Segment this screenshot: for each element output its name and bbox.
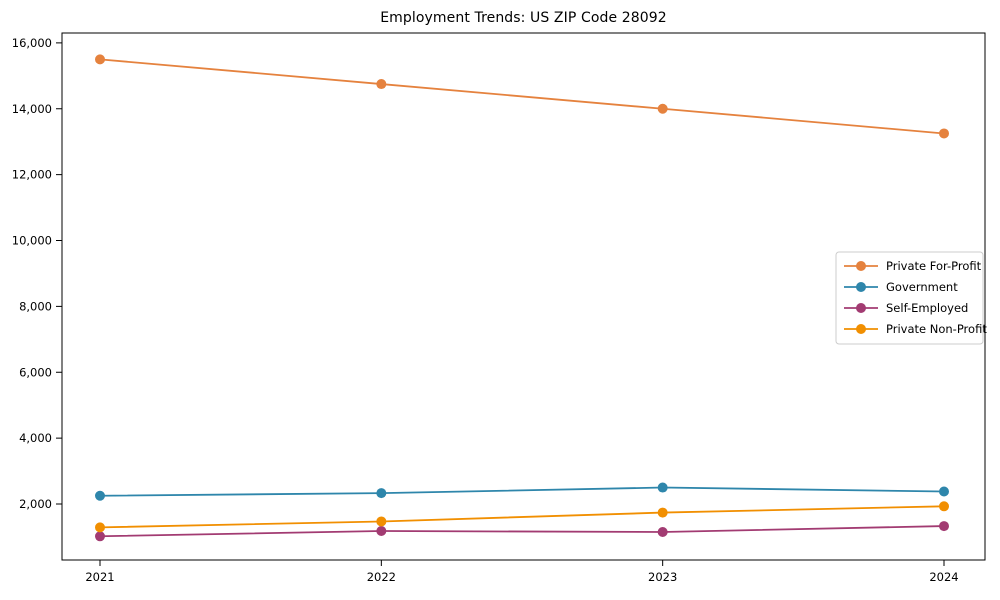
y-axis-tick-label: 6,000 — [19, 365, 52, 379]
x-axis-tick-label: 2022 — [367, 570, 396, 584]
data-point-marker — [376, 516, 387, 527]
legend-item: Private For-Profit — [844, 259, 982, 273]
series-line — [99, 525, 945, 538]
data-point-marker — [657, 482, 668, 493]
legend-label: Private For-Profit — [886, 259, 982, 273]
data-point-marker — [657, 527, 668, 538]
legend-frame — [835, 251, 984, 345]
x-axis-tick-label: 2023 — [648, 570, 677, 584]
data-point-marker — [376, 488, 387, 499]
y-axis-tick-label: 16,000 — [12, 36, 52, 50]
legend-label: Private Non-Profit — [886, 322, 987, 336]
data-point-marker — [657, 507, 668, 518]
legend-swatch-marker — [856, 303, 866, 313]
data-point-marker — [376, 79, 387, 90]
data-point-marker — [95, 54, 105, 65]
series-line — [99, 58, 945, 135]
chart-title: Employment Trends: US ZIP Code 28092 — [380, 10, 667, 26]
legend-item: Government — [844, 280, 958, 294]
data-point-marker — [95, 522, 105, 533]
legend-swatch-marker — [856, 324, 866, 334]
legend-item: Private Non-Profit — [844, 322, 987, 336]
data-point-marker — [95, 490, 105, 501]
legend-item: Self-Employed — [844, 301, 968, 315]
data-point-marker — [939, 486, 949, 497]
data-point-marker — [376, 526, 387, 537]
data-point-marker — [939, 128, 949, 139]
data-point-marker — [939, 521, 949, 532]
series-line — [99, 486, 945, 497]
legend-label: Self-Employed — [886, 301, 968, 315]
legend-label: Government — [886, 280, 958, 294]
y-axis-tick-label: 8,000 — [19, 299, 52, 313]
legend: Private For-Profit Government Self-Employe… — [835, 251, 987, 345]
legend-swatch-marker — [856, 261, 866, 271]
y-axis-tick-label: 14,000 — [12, 102, 52, 116]
x-axis-tick-label: 2024 — [929, 570, 958, 584]
data-point-marker — [657, 103, 668, 114]
data-point-marker — [939, 501, 949, 512]
series-line — [99, 505, 945, 529]
y-axis-tick-label: 2,000 — [19, 497, 52, 511]
y-axis-tick-label: 10,000 — [12, 234, 52, 248]
y-axis-tick-label: 4,000 — [19, 431, 52, 445]
data-point-marker — [95, 531, 105, 542]
plot-border — [61, 32, 986, 561]
x-axis-tick-label: 2021 — [85, 570, 114, 584]
legend-swatch-marker — [856, 282, 866, 292]
y-axis-tick-label: 12,000 — [12, 168, 52, 182]
